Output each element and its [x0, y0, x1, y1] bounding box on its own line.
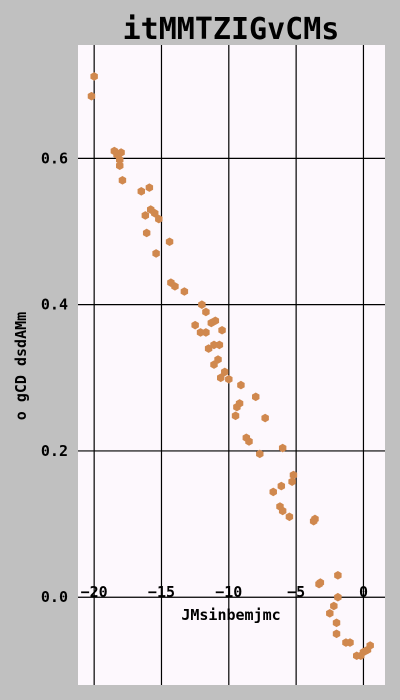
y-tick-label: 0.4 — [41, 296, 68, 314]
data-point — [278, 443, 287, 453]
data-point — [237, 380, 245, 390]
x-axis-label: JMsinbemjmc — [181, 606, 280, 624]
data-point — [87, 91, 96, 101]
data-point — [231, 411, 240, 421]
data-point — [171, 282, 179, 291]
x-tick-label: −5 — [287, 583, 305, 601]
data-point — [225, 374, 233, 384]
data-point — [277, 481, 286, 491]
data-point — [155, 214, 163, 224]
data-point — [165, 237, 174, 247]
y-tick-label: 0.0 — [41, 588, 68, 606]
data-point — [261, 413, 269, 423]
plot-area — [78, 45, 385, 685]
data-point — [342, 638, 350, 647]
grid-lines — [78, 45, 385, 685]
data-point — [288, 477, 296, 486]
data-point — [353, 651, 361, 661]
y-tick-label: 0.2 — [41, 442, 68, 460]
chart-title: itMMTZIGvCMs — [123, 12, 340, 47]
data-point — [326, 609, 334, 618]
data-point — [202, 328, 210, 337]
data-point — [332, 629, 341, 639]
data-point — [137, 186, 146, 196]
data-point — [285, 512, 294, 522]
x-tick-label: 0 — [359, 583, 368, 601]
data-point — [217, 373, 225, 383]
data-point — [204, 344, 213, 353]
data-point — [116, 161, 124, 170]
x-tick-label: −15 — [148, 583, 175, 601]
data-point — [116, 155, 124, 165]
data-point — [207, 318, 216, 328]
data-point — [191, 320, 199, 330]
data-point — [142, 228, 151, 238]
data-point — [202, 307, 210, 317]
data-point — [245, 437, 253, 446]
data-point — [256, 449, 264, 459]
data-point — [117, 148, 125, 157]
data-point — [221, 367, 229, 377]
x-tick-labels: −20 −15 −10 −5 0 — [81, 583, 368, 601]
x-tick-label: −10 — [215, 583, 242, 601]
x-tick-label: −20 — [81, 583, 108, 601]
data-point — [145, 183, 154, 192]
data-point — [151, 208, 159, 218]
data-point — [309, 516, 318, 526]
data-point — [334, 592, 342, 602]
data-points — [87, 72, 374, 661]
data-point — [215, 340, 224, 350]
data-point — [332, 618, 341, 628]
data-point — [141, 211, 150, 220]
y-tick-labels: 0.0 0.2 0.4 0.6 — [41, 149, 68, 606]
data-point — [334, 570, 342, 580]
data-point — [269, 487, 277, 497]
data-point — [330, 601, 338, 611]
data-point — [90, 72, 98, 81]
data-point — [198, 300, 206, 309]
data-point — [218, 325, 226, 335]
y-axis-label: o gCD dsdAMm — [12, 312, 30, 420]
data-point — [180, 287, 189, 296]
data-point — [152, 249, 160, 258]
data-point — [289, 470, 298, 480]
data-point — [118, 176, 127, 185]
data-point — [252, 392, 260, 402]
data-point — [315, 579, 323, 589]
data-point — [278, 506, 287, 516]
data-point — [210, 360, 218, 369]
y-tick-label: 0.6 — [41, 149, 68, 167]
data-point — [233, 402, 241, 412]
